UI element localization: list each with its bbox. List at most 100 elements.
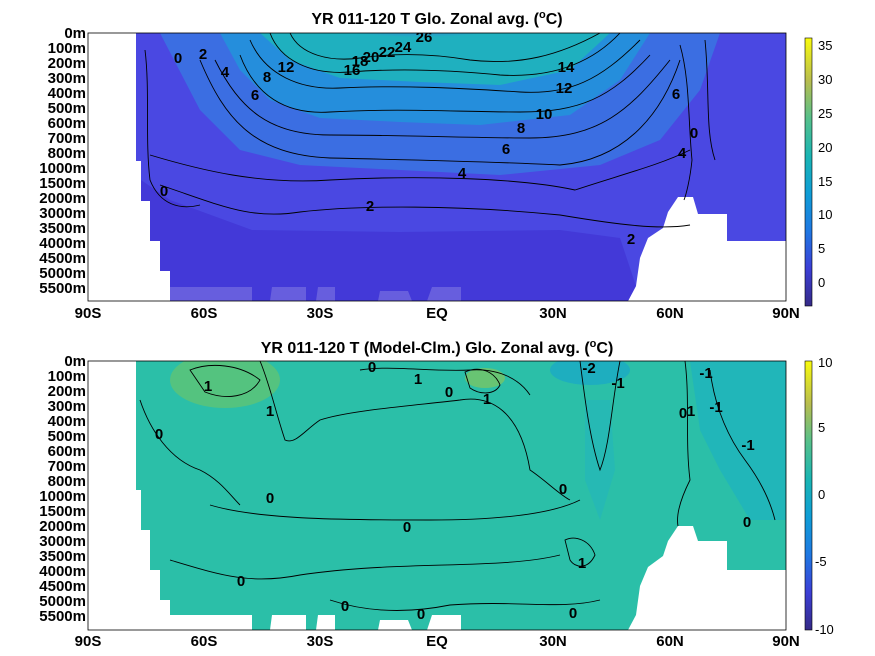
x-tick-label: 30S [307,305,334,322]
contour-line [679,44,693,201]
warm-anomaly [465,368,505,388]
contour-label: 18 [352,53,369,70]
contour-label: 0 [237,573,245,590]
colorbar-tick-label: 10 [818,207,832,222]
colorbar-tick-label: 0 [818,275,825,290]
contour-label: 22 [379,44,396,61]
y-tick-label: 5000m [39,265,86,282]
y-tick-label: 2000m [39,190,86,207]
y-tick-label: 400m [48,85,86,102]
colorbar-tick-label: 5 [818,241,825,256]
x-tick-label: EQ [426,305,448,322]
y-tick-label: 400m [48,413,86,430]
y-tick-label: 0m [64,25,86,42]
y-tick-label: 800m [48,145,86,162]
x-tick-label: 30N [539,305,567,322]
x-tick-label: 60N [656,633,684,650]
cold-anomaly [585,400,615,520]
y-tick-label: 500m [48,428,86,445]
y-tick-label: 200m [48,383,86,400]
y-tick-label: 300m [48,70,86,87]
colorbar-tick-label: 35 [818,38,832,53]
contour-label: 1 [266,403,274,420]
contour-line [189,365,261,397]
contour-line [709,369,776,521]
y-axis-bottom: 0m 100m 200m 300m 400m 500m 600m 700m 80… [39,353,86,625]
contour-line [169,554,561,580]
x-axis-top: 90S 60S 30S EQ 30N 60N 90N [75,305,800,322]
contour-label: -2 [582,360,595,377]
contour-label: 12 [278,59,295,76]
y-tick-label: 100m [48,40,86,57]
contour-label: 4 [221,64,230,81]
colorbar-tick-label: 5 [818,420,825,435]
colorbar-top: 35 30 25 20 15 10 5 0 [804,37,832,307]
y-tick-label: 4000m [39,235,86,252]
y-tick-label: 3000m [39,205,86,222]
y-tick-label: 5500m [39,280,86,297]
y-tick-label: 200m [48,55,86,72]
warm-core [270,33,570,75]
contour-label: 0 [569,605,577,622]
contour-labels: 0 1 0 1 1 -2 -1 1 0 0 1 0 0 -1 -1 0 0 0 … [155,360,755,623]
contour-label: 6 [672,86,680,103]
contour-labels: 26 24 22 20 18 16 14 12 12 10 8 8 6 6 4 … [160,29,698,248]
contour-label: 0 [174,50,182,67]
contour-label: 4 [678,145,687,162]
contour-label: 1 [578,555,586,572]
anomaly-field: 0 1 0 1 1 -2 -1 1 0 0 1 0 0 -1 -1 0 0 0 … [88,360,786,630]
cold-anomaly [690,361,786,520]
x-tick-label: 30S [307,633,334,650]
colorbar-tick-label: -5 [815,554,827,569]
warm-anomaly [170,361,280,408]
x-tick-label: 90N [772,633,800,650]
x-tick-label: 30N [539,633,567,650]
colorbar-tick-label: 0 [818,487,825,502]
colorbar-gradient [804,37,813,307]
x-tick-label: 90N [772,305,800,322]
contour-label: 8 [517,120,525,137]
contour-label: 1 [483,391,491,408]
contour-label: 8 [263,69,271,86]
contour-line [209,499,581,521]
colorbar-tick-label: -10 [815,622,834,637]
contour-line [249,39,641,93]
contour-label: 1 [687,403,695,420]
y-tick-label: 700m [48,130,86,147]
contour-label: 0 [160,183,168,200]
contour-label: -1 [611,375,624,392]
contour-label: 0 [417,606,425,623]
contour-label: 1 [414,371,422,388]
land-mask [88,361,136,435]
contour-label: 0 [341,598,349,615]
plot-frame-bottom [87,360,787,631]
contour-label: 20 [363,49,380,66]
contour-line [564,537,596,567]
contour-line [329,599,601,611]
y-axis-top: 0m 100m 200m 300m 400m 500m 600m 700m 80… [39,25,86,297]
contour-line [677,361,691,527]
y-tick-label: 700m [48,458,86,475]
y-tick-label: 600m [48,443,86,460]
contour-label: 1 [204,378,212,395]
contour-line [149,149,691,191]
panel-bottom: YR 011-120 T (Model-Clm.) Glo. Zonal avg… [39,338,834,650]
y-tick-label: 100m [48,368,86,385]
panel-top-title: YR 011-120 T Glo. Zonal avg. (oC) [311,9,562,28]
colorbar-tick-label: 10 [818,355,832,370]
contour-line [259,361,571,501]
contour-label: 26 [416,29,433,46]
contour-line [144,49,201,208]
y-tick-label: 5000m [39,593,86,610]
contour-label: 10 [536,106,553,123]
x-tick-label: 60S [191,633,218,650]
contour-label: -1 [709,399,722,416]
contour-label: 0 [445,384,453,401]
panel-bottom-title: YR 011-120 T (Model-Clm.) Glo. Zonal avg… [261,338,614,357]
contour-label: 0 [266,490,274,507]
y-tick-label: 4500m [39,250,86,267]
panel-top: YR 011-120 T Glo. Zonal avg. (oC) [39,9,832,322]
contour-label: 0 [679,405,687,422]
y-tick-label: 600m [48,115,86,132]
contour-line [579,361,621,472]
